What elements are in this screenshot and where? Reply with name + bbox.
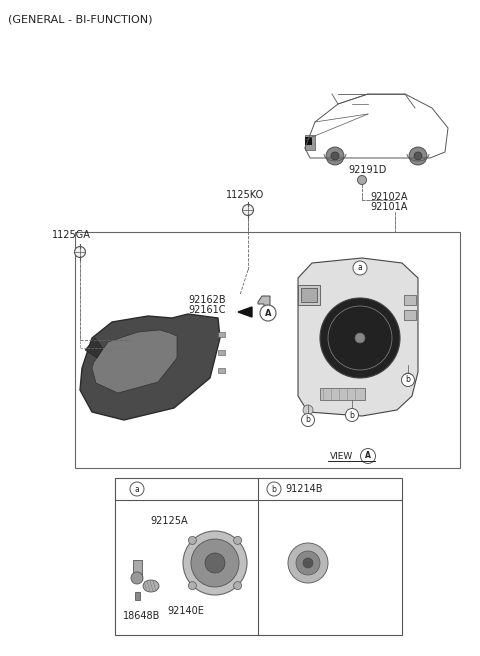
Circle shape [360,449,375,464]
Circle shape [264,306,269,310]
Bar [133,560,142,580]
Circle shape [234,582,241,590]
Circle shape [296,551,320,575]
Circle shape [74,247,85,258]
Polygon shape [258,296,270,318]
Polygon shape [298,258,418,416]
Text: A: A [365,451,371,461]
Circle shape [288,543,328,583]
Circle shape [188,582,196,590]
Circle shape [331,152,339,160]
Circle shape [205,553,225,573]
Circle shape [260,305,276,321]
Polygon shape [80,314,220,420]
Circle shape [303,558,313,568]
Bar [404,310,416,320]
Bar [301,288,317,302]
Text: 92125A: 92125A [150,516,188,526]
Bar [320,388,365,400]
Text: 92101A: 92101A [370,202,408,212]
Text: b: b [406,375,410,384]
Circle shape [409,147,427,165]
Bar [298,285,320,305]
Text: 92161C: 92161C [188,305,226,315]
Circle shape [353,261,367,275]
Text: 18648B: 18648B [123,611,160,621]
Bar [404,295,416,305]
Circle shape [414,152,422,160]
Circle shape [183,531,247,595]
Text: 1125GA: 1125GA [52,230,91,240]
Circle shape [191,539,239,587]
Circle shape [303,405,313,415]
Text: b: b [349,411,354,419]
Bar [218,332,225,337]
Text: b: b [306,415,311,424]
Circle shape [355,333,365,343]
Circle shape [188,537,196,544]
Text: 91214B: 91214B [285,484,323,494]
Circle shape [267,482,281,496]
Circle shape [346,409,359,422]
Polygon shape [305,137,312,145]
Text: a: a [358,264,362,272]
Text: (GENERAL - BI-FUNCTION): (GENERAL - BI-FUNCTION) [8,14,153,24]
Circle shape [320,298,400,378]
Circle shape [347,410,357,420]
Ellipse shape [143,580,159,592]
Polygon shape [92,330,177,393]
Bar [75,232,460,468]
Circle shape [242,205,253,216]
Polygon shape [85,338,103,358]
Circle shape [403,373,413,383]
Circle shape [234,537,241,544]
Text: VIEW: VIEW [330,452,353,461]
Text: A: A [265,308,271,318]
Text: b: b [272,485,276,493]
Polygon shape [238,307,252,317]
Text: 92140E: 92140E [167,606,204,616]
Text: 92102A: 92102A [370,192,408,202]
Circle shape [358,176,367,184]
Circle shape [301,413,314,426]
Text: a: a [134,485,139,493]
Circle shape [326,147,344,165]
Bar [115,478,402,635]
Bar [135,592,140,600]
Circle shape [131,572,143,584]
Polygon shape [305,135,315,150]
Text: 92191D: 92191D [348,165,386,175]
Circle shape [130,482,144,496]
Text: 92162B: 92162B [188,295,226,305]
Bar [218,368,225,373]
Text: 1125KO: 1125KO [226,190,264,200]
Bar [218,350,225,355]
Circle shape [401,373,415,386]
